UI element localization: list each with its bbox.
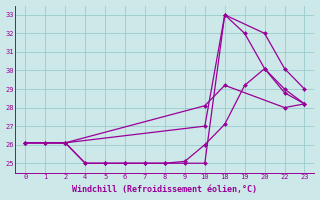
X-axis label: Windchill (Refroidissement éolien,°C): Windchill (Refroidissement éolien,°C) <box>72 185 258 194</box>
